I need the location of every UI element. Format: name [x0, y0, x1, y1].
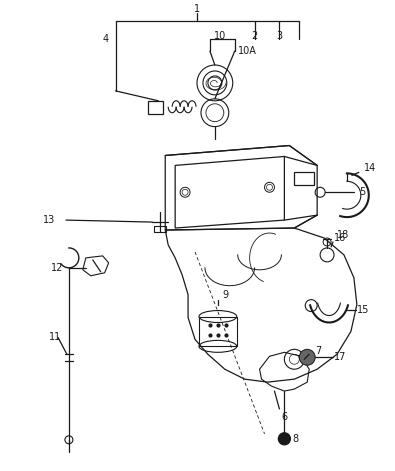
Text: 15: 15	[357, 305, 369, 315]
Text: 14: 14	[364, 163, 376, 173]
Text: 3: 3	[276, 31, 282, 41]
Text: 16: 16	[334, 233, 346, 243]
Text: 13: 13	[43, 215, 55, 225]
Circle shape	[299, 349, 315, 365]
Text: 8: 8	[292, 434, 299, 444]
Text: 10A: 10A	[238, 46, 257, 56]
Text: 7: 7	[315, 346, 322, 357]
Text: 4: 4	[103, 34, 109, 44]
Text: 11: 11	[49, 333, 61, 342]
Text: 5: 5	[359, 187, 365, 197]
Text: 12: 12	[51, 263, 64, 273]
Circle shape	[278, 433, 290, 445]
Text: 17: 17	[334, 352, 346, 362]
Text: 10: 10	[214, 31, 226, 41]
Text: 2: 2	[252, 31, 258, 41]
Text: 6: 6	[281, 412, 288, 422]
Text: 1: 1	[194, 4, 200, 14]
Text: 18: 18	[337, 230, 349, 240]
Text: 9: 9	[223, 290, 229, 300]
